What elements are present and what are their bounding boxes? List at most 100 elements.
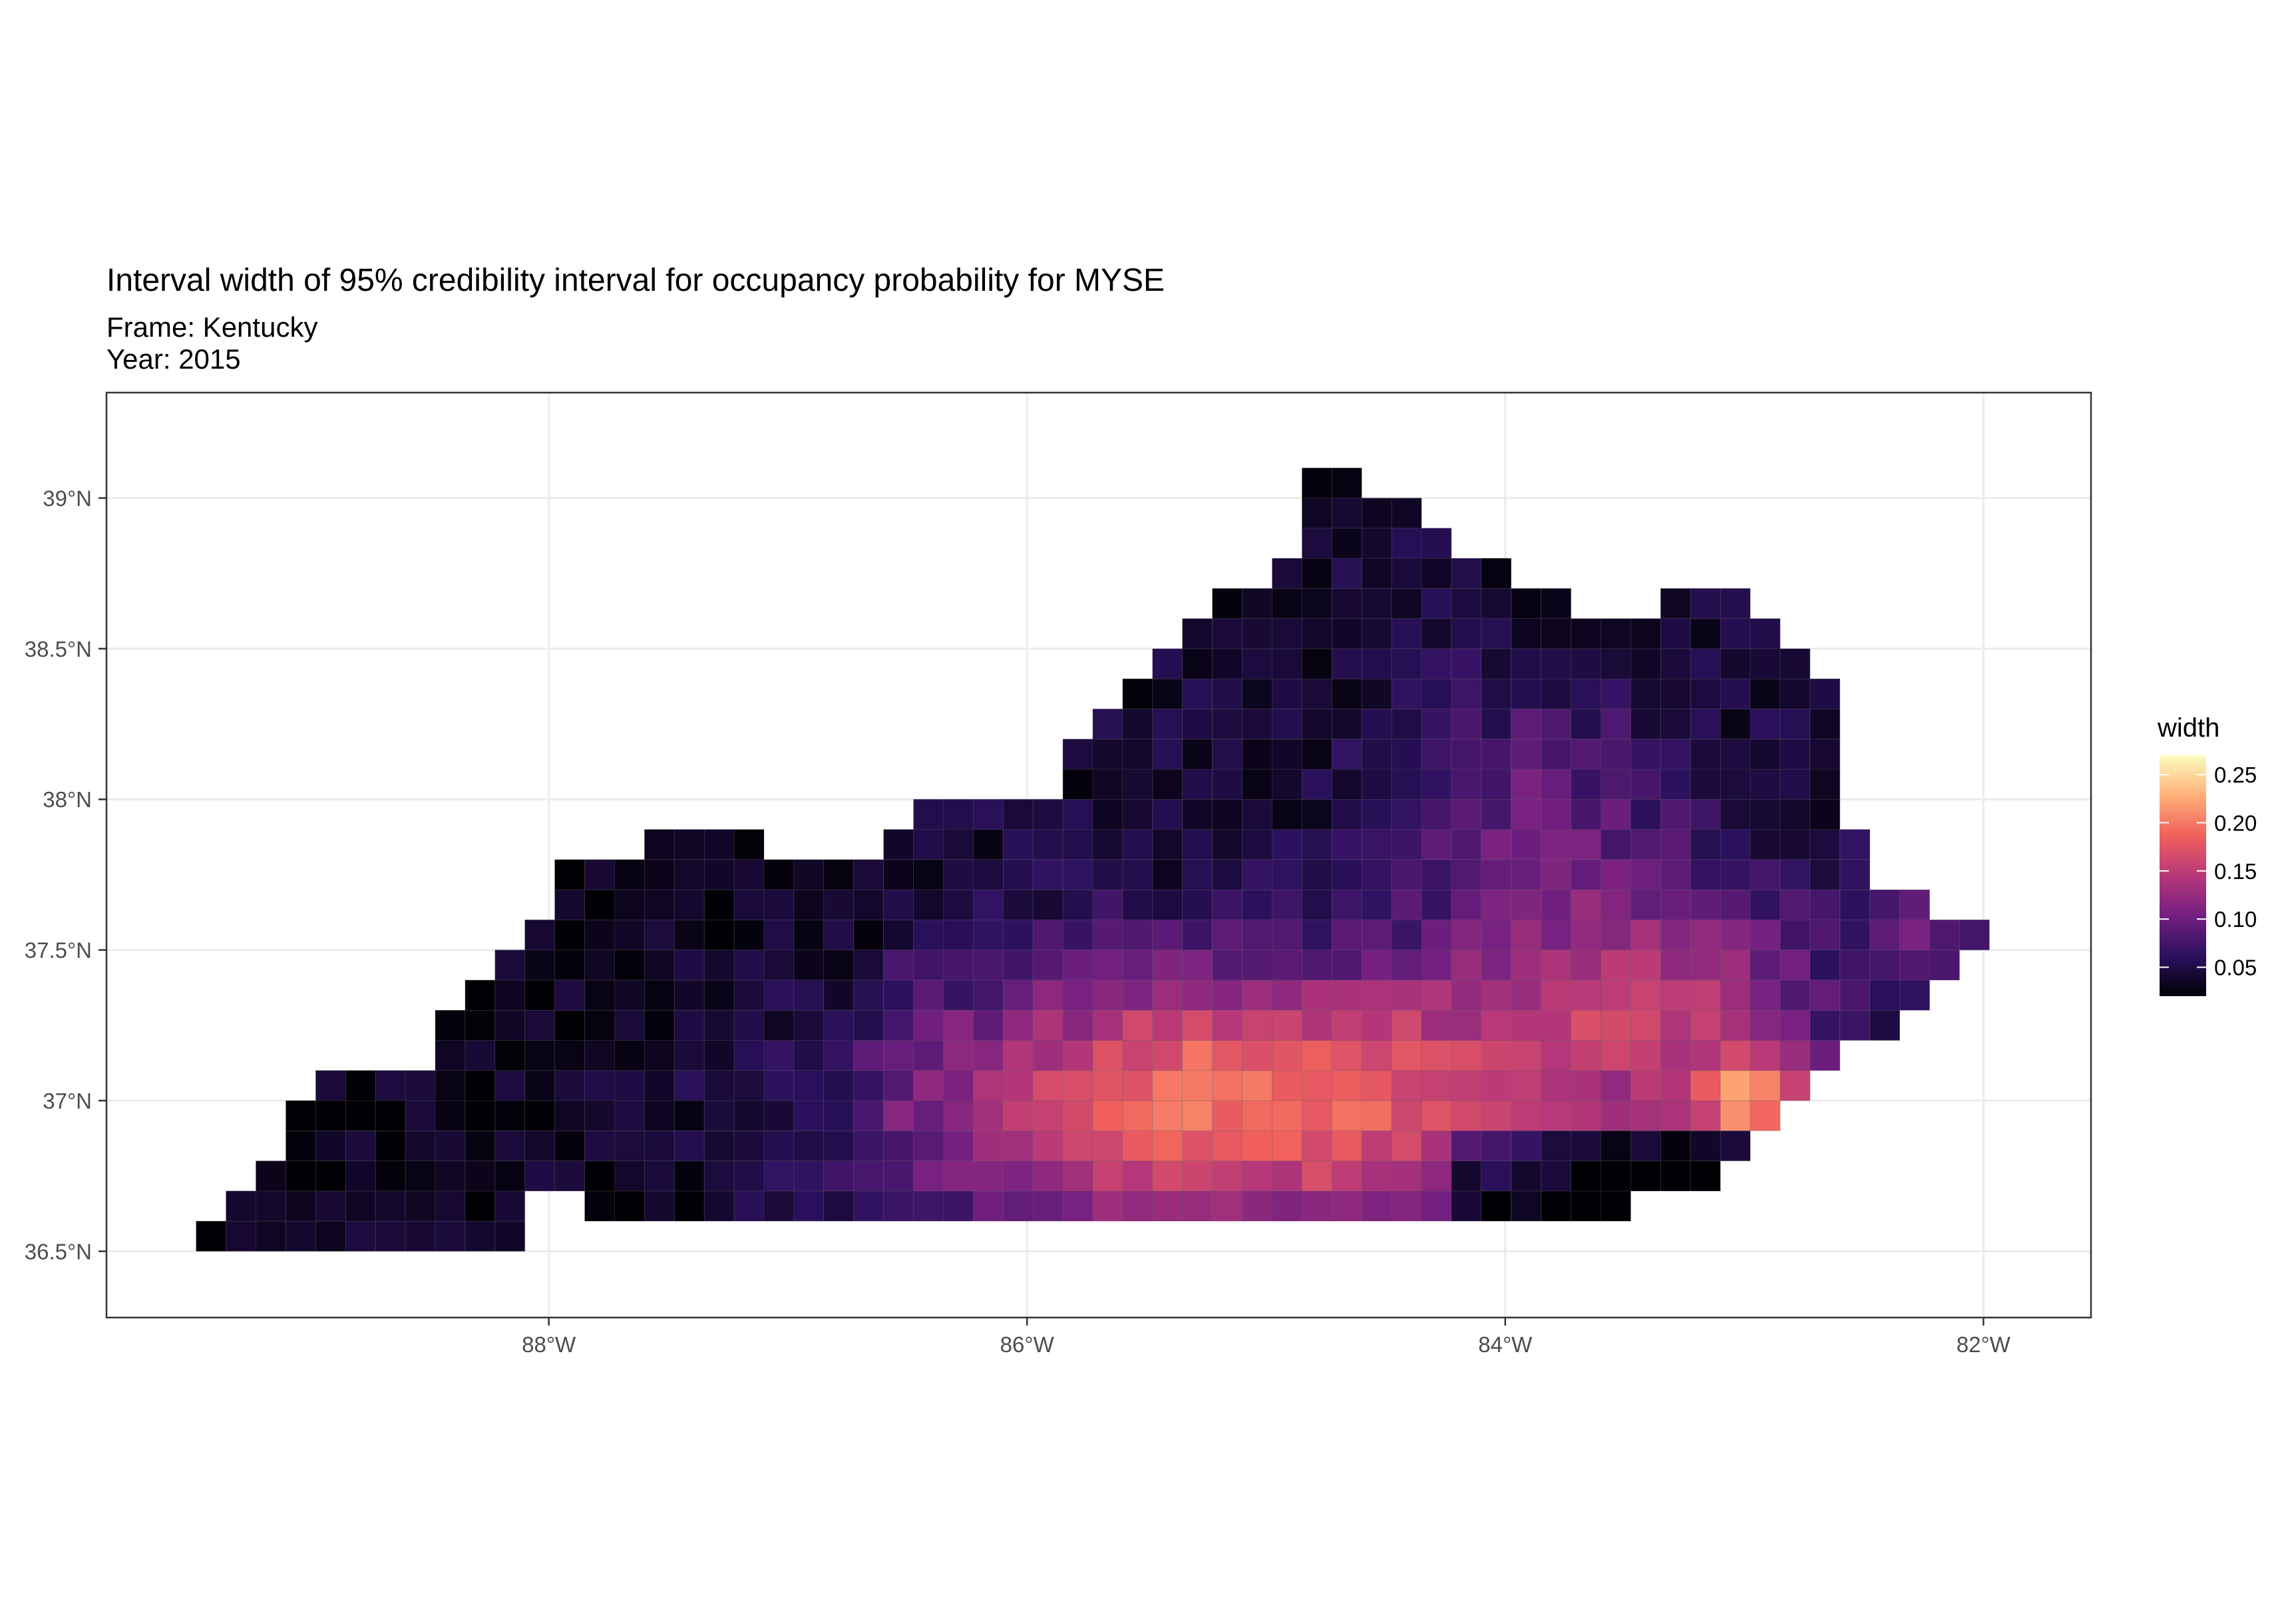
- map-cell: [1242, 919, 1272, 951]
- map-cell: [1839, 980, 1871, 1011]
- map-cell: [883, 919, 914, 951]
- map-cell: [614, 859, 645, 890]
- map-cell: [853, 1190, 884, 1222]
- map-cell: [465, 1130, 496, 1162]
- map-cell: [1690, 1009, 1721, 1041]
- map-cell: [345, 1161, 376, 1192]
- map-cell: [1242, 1130, 1272, 1162]
- map-cell: [1331, 950, 1362, 981]
- map-cell: [1212, 1161, 1243, 1192]
- legend-colorbar: [2160, 755, 2206, 996]
- map-cell: [1720, 859, 1751, 890]
- map-cell: [1242, 709, 1272, 740]
- map-cell: [1361, 1100, 1392, 1131]
- map-cell: [1361, 1070, 1392, 1101]
- map-cell: [1451, 678, 1482, 709]
- map-cell: [584, 1100, 615, 1131]
- map-cell: [1032, 1190, 1063, 1222]
- map-cell: [1451, 980, 1482, 1011]
- map-cell: [1630, 648, 1661, 679]
- map-cell: [1302, 588, 1332, 619]
- y-tick-label: 39°N: [43, 486, 92, 510]
- map-cell: [435, 1190, 466, 1222]
- map-cell: [1331, 1100, 1362, 1131]
- map-cell: [1541, 739, 1571, 770]
- map-cell: [823, 1070, 855, 1101]
- map-cell: [1212, 1009, 1243, 1041]
- map-cell: [943, 859, 974, 890]
- map-cell: [913, 1100, 944, 1131]
- map-cell: [1331, 739, 1362, 770]
- map-cell: [1451, 1100, 1482, 1131]
- map-cell: [703, 1190, 735, 1222]
- map-cell: [1601, 829, 1631, 860]
- map-cell: [1511, 1070, 1542, 1101]
- map-cell: [1481, 618, 1512, 649]
- map-cell: [614, 980, 645, 1011]
- map-cell: [1750, 618, 1781, 649]
- map-cell: [1690, 1070, 1721, 1101]
- map-cell: [1122, 1040, 1153, 1071]
- map-cell: [644, 919, 675, 951]
- map-cell: [1242, 799, 1272, 830]
- map-cell: [554, 1040, 585, 1071]
- map-cell: [1272, 769, 1302, 800]
- map-cell: [286, 1220, 316, 1252]
- map-cell: [1391, 618, 1422, 649]
- map-cell: [1062, 739, 1093, 770]
- map-cell: [1302, 1130, 1332, 1162]
- map-cell: [1272, 618, 1302, 649]
- map-cell: [1780, 678, 1811, 709]
- map-cell: [435, 1100, 466, 1131]
- map-cell: [1152, 648, 1183, 679]
- map-cell: [524, 919, 556, 951]
- map-cell: [793, 1190, 825, 1222]
- map-cell: [1152, 769, 1183, 800]
- map-cell: [853, 919, 884, 951]
- map-cell: [763, 1100, 795, 1131]
- map-cell: [584, 980, 615, 1011]
- map-cell: [1839, 950, 1871, 981]
- map-cell: [733, 889, 765, 920]
- map-cell: [1002, 980, 1034, 1011]
- map-cell: [1122, 829, 1153, 860]
- map-cell: [1032, 1130, 1063, 1162]
- map-cell: [1092, 1070, 1123, 1101]
- map-cell: [584, 1070, 615, 1101]
- map-cell: [1720, 769, 1751, 800]
- map-cell: [733, 980, 765, 1011]
- map-cell: [1242, 1070, 1272, 1101]
- map-cell: [1481, 919, 1512, 951]
- map-cell: [1601, 859, 1631, 890]
- map-cell: [1481, 950, 1512, 981]
- map-cell: [1451, 889, 1482, 920]
- map-cell: [763, 1040, 795, 1071]
- map-cell: [1451, 859, 1482, 890]
- map-cell: [1331, 980, 1362, 1011]
- map-cell: [1272, 889, 1302, 920]
- map-cell: [973, 1009, 1004, 1041]
- map-cell: [1451, 739, 1482, 770]
- map-cell: [1660, 739, 1691, 770]
- map-cell: [1122, 859, 1153, 890]
- map-cell: [733, 1100, 765, 1131]
- map-cell: [1182, 739, 1213, 770]
- map-cell: [1690, 950, 1721, 981]
- map-cell: [1152, 1130, 1183, 1162]
- map-cell: [1959, 919, 1990, 951]
- map-cell: [973, 1070, 1004, 1101]
- map-cell: [973, 1100, 1004, 1131]
- map-cell: [1839, 829, 1871, 860]
- map-cell: [853, 950, 884, 981]
- map-cell: [1481, 889, 1512, 920]
- map-cell: [584, 1040, 615, 1071]
- map-cell: [345, 1130, 376, 1162]
- map-cell: [1242, 739, 1272, 770]
- map-cell: [614, 1009, 645, 1041]
- y-tick-label: 36.5°N: [25, 1239, 92, 1264]
- map-cell: [1571, 950, 1601, 981]
- map-cell: [853, 889, 884, 920]
- map-cell: [883, 889, 914, 920]
- map-cell: [494, 1009, 526, 1041]
- map-cell: [1810, 829, 1841, 860]
